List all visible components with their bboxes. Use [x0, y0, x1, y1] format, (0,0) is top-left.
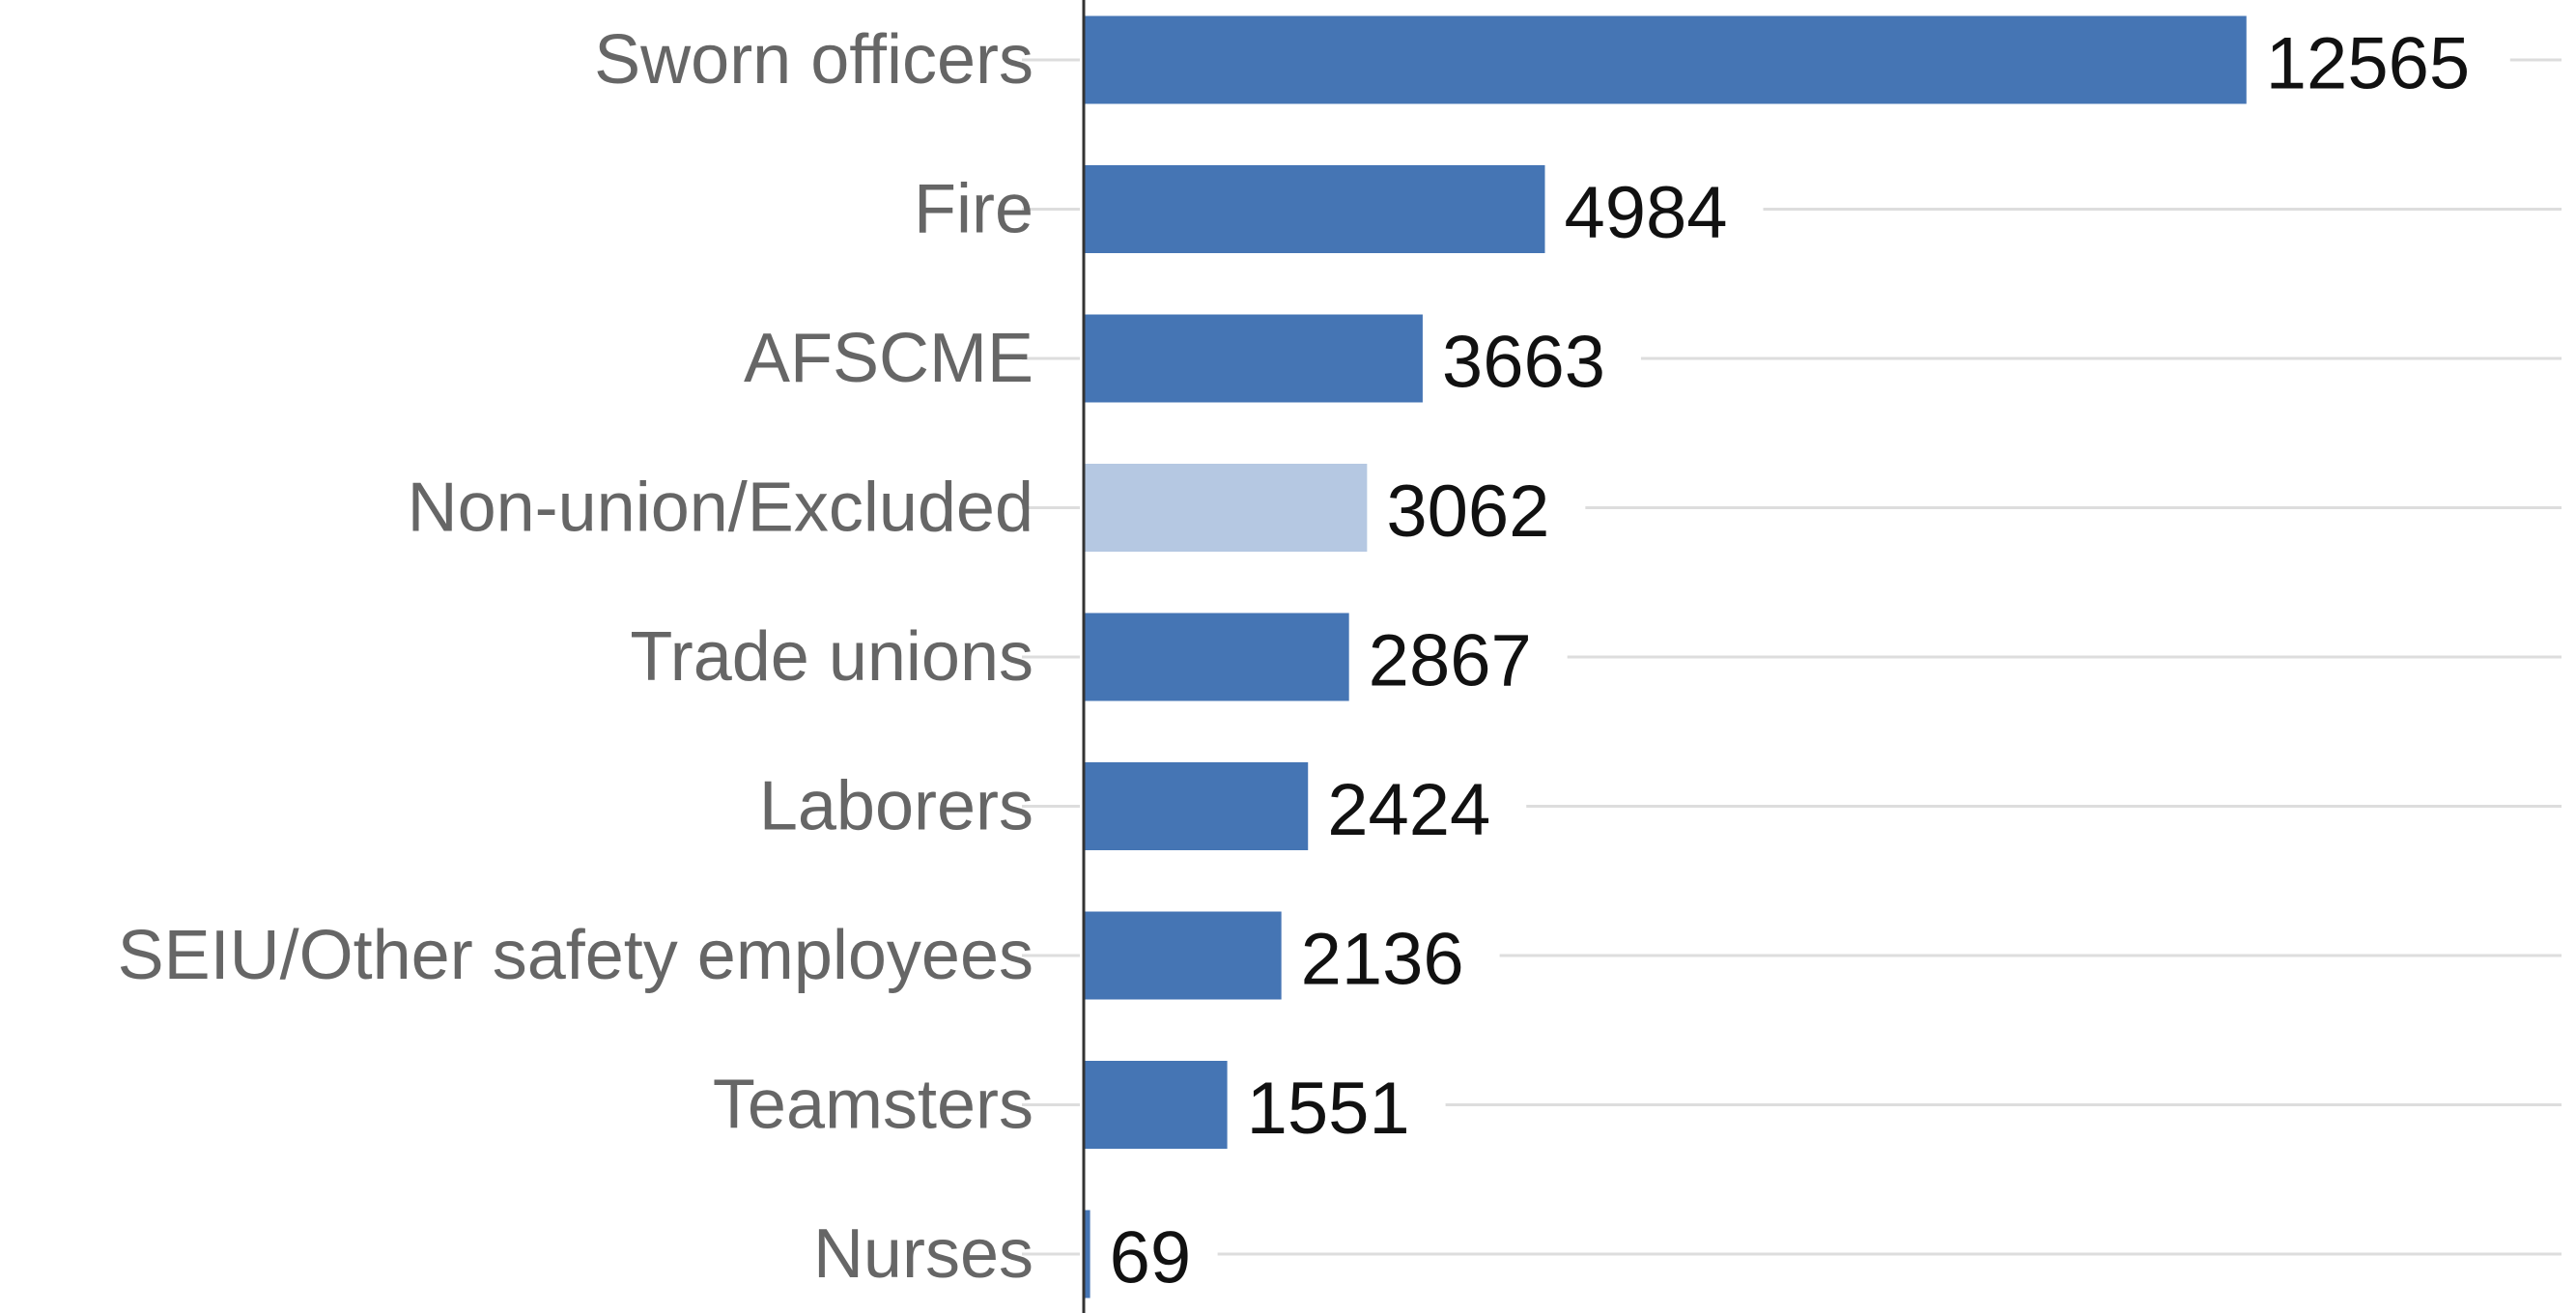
bar-seiu-other-safety-employees	[1084, 911, 1282, 1000]
bar-nurses	[1084, 1210, 1090, 1299]
value-labels: 12565 4984 3663 3062 2867 2424 2136 1551 69	[1110, 23, 2471, 1299]
bar-afscme	[1084, 314, 1423, 403]
category-label-fire: Fire	[914, 171, 1033, 248]
value-label-fire: 4984	[1564, 172, 1727, 254]
grid-lines	[1022, 58, 2562, 1256]
value-label-trade-unions: 2867	[1369, 620, 1532, 702]
category-label-sworn-officers: Sworn officers	[594, 21, 1033, 99]
category-label-afscme: AFSCME	[744, 320, 1033, 397]
bars	[1084, 15, 2247, 1299]
category-label-non-union-excluded: Non-union/Excluded	[408, 470, 1033, 547]
value-label-non-union-excluded: 3062	[1386, 471, 1549, 553]
bar-sworn-officers	[1084, 15, 2247, 104]
value-label-nurses: 69	[1110, 1217, 1192, 1299]
value-label-sworn-officers: 12565	[2266, 23, 2470, 105]
category-label-nurses: Nurses	[813, 1215, 1033, 1293]
category-label-teamsters: Teamsters	[713, 1067, 1033, 1144]
value-label-afscme: 3663	[1442, 322, 1605, 404]
bar-teamsters	[1084, 1061, 1228, 1149]
value-label-seiu-other-safety-employees: 2136	[1301, 919, 1464, 1001]
bar-non-union-excluded	[1084, 464, 1368, 552]
value-label-teamsters: 1551	[1247, 1068, 1410, 1150]
bar-trade-unions	[1084, 613, 1349, 701]
category-label-seiu-other-safety-employees: SEIU/Other safety employees	[118, 917, 1033, 994]
bar-fire	[1084, 165, 1545, 253]
category-label-laborers: Laborers	[759, 768, 1033, 845]
bar-laborers	[1084, 762, 1309, 850]
category-label-trade-unions: Trade unions	[630, 618, 1033, 696]
category-labels: Sworn officers Fire AFSCME Non-union/Exclud…	[118, 21, 1033, 1293]
value-label-laborers: 2424	[1327, 769, 1490, 851]
